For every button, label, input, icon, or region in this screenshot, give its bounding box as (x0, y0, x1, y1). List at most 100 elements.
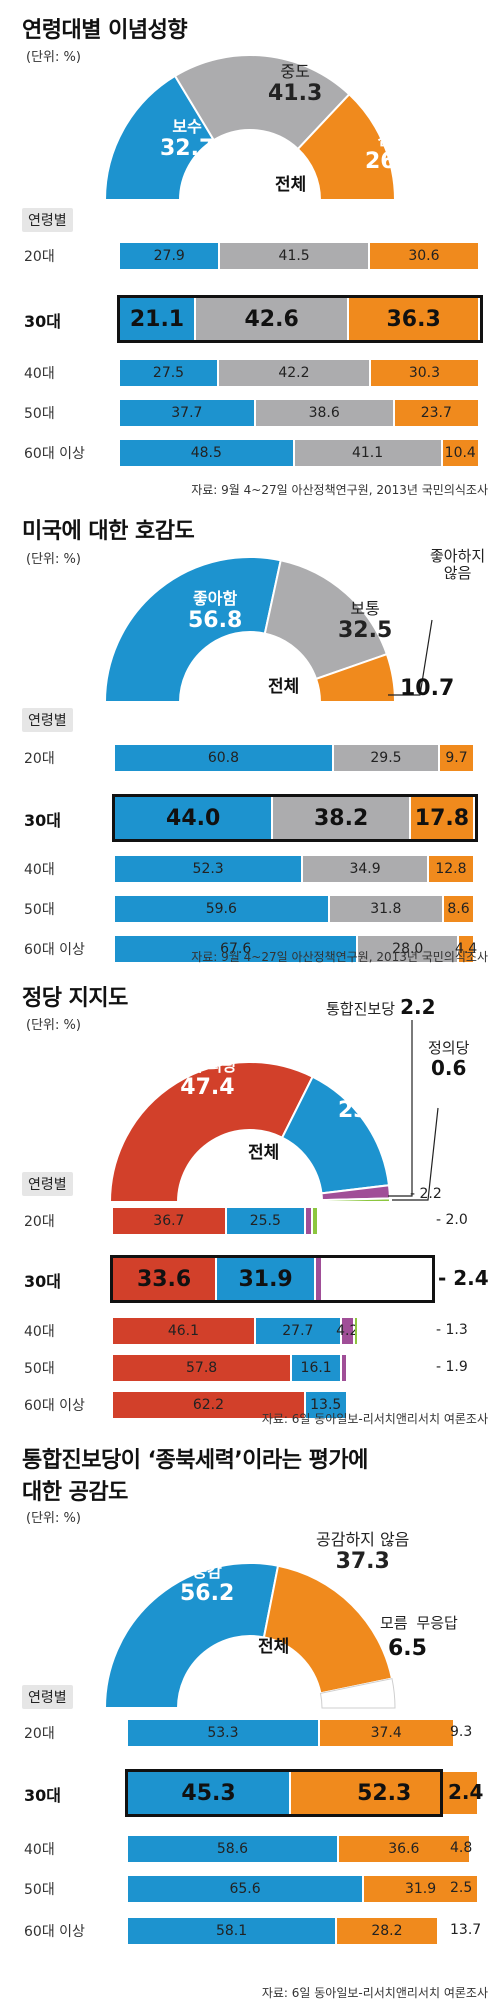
highlight-box (112, 794, 478, 842)
bar-segment: 31.9 (217, 1258, 317, 1300)
bar-segment: 10.4 (442, 440, 480, 466)
bar-segment: 36.7 (113, 1208, 227, 1234)
age-group-tag: 연령별 (22, 208, 73, 232)
bar-segment: 34.9 (303, 856, 429, 882)
bar-segment: 48.5 (120, 440, 295, 466)
bar-segment: 60.8 (115, 745, 334, 771)
leader-line-justice (392, 1107, 439, 1201)
donut-label-like: 좋아함 56.8 (188, 589, 243, 634)
outside-value-label: - 1.9 (436, 1359, 468, 1375)
bar-segment (312, 1208, 319, 1234)
row-label: 40대 (24, 862, 55, 878)
row-label: 20대 (24, 751, 55, 767)
donut-label-dislike-name: 좋아하지 않음 (430, 547, 486, 583)
half-donut-chart (103, 54, 397, 201)
unit-label: (단위: %) (26, 1511, 81, 1526)
donut-slice-saenuri (108, 1061, 314, 1203)
bar-segment: 53.3 (128, 1720, 320, 1746)
leader-line-dislike (388, 619, 433, 696)
bar-segment: 33.6 (113, 1258, 218, 1300)
bar-segment: 45.3 (128, 1772, 292, 1814)
row-label: 40대 (24, 1842, 55, 1858)
chart-title: 미국에 대한 호감도 (22, 519, 195, 544)
highlight-box (117, 295, 483, 343)
half-donut-chart (103, 556, 433, 703)
bar-segment: 30.6 (369, 243, 480, 269)
chart-title-line2: 대한 공감도 (22, 1480, 128, 1505)
row-label: 50대 (24, 406, 55, 422)
bar-segment: 12.8 (428, 856, 475, 882)
row-label: 20대 (24, 1214, 55, 1230)
bar-segment: 17.8 (410, 797, 475, 839)
age-group-tag: 연령별 (22, 708, 73, 732)
bar-segment (342, 1355, 348, 1381)
bar-segment: 37.7 (120, 400, 256, 426)
bar-segment (455, 1720, 488, 1746)
row-label: 60대 이상 (24, 446, 85, 462)
outside-value-label: 13.7 (450, 1922, 482, 1938)
leader-line-unified-progressive (388, 1020, 413, 1197)
source-note: 자료: 6일 동아일보-리서치앤리서치 여론조사 (261, 1986, 488, 2000)
row-label: 20대 (24, 1726, 55, 1742)
bar-segment: 62.2 (113, 1392, 306, 1418)
bar-segment: 27.7 (255, 1318, 342, 1344)
donut-label-justice: 정의당 0.6 (428, 1039, 470, 1081)
bar-segment: 42.2 (219, 360, 371, 386)
bar-segment: 58.1 (128, 1918, 338, 1944)
row-label: 40대 (24, 366, 55, 382)
bar-segment: 25.5 (226, 1208, 306, 1234)
bar-segment: 41.5 (220, 243, 370, 269)
donut-label-unknown-name: 모름 무응답 (380, 1614, 458, 1632)
bar-segment: 27.9 (120, 243, 221, 269)
outside-value-label: 4.8 (450, 1840, 473, 1856)
row-label: 30대 (24, 1786, 61, 1805)
outside-value-label: - 1.3 (436, 1322, 468, 1338)
donut-slice-like (103, 556, 282, 703)
bar-segment: 21.1 (120, 298, 196, 340)
donut-center-label: 전체 (258, 1637, 290, 1657)
bar-segment: 38.2 (273, 797, 411, 839)
chart-us-favorability: 미국에 대한 호감도 (단위: %) 좋아함 56.8 보통 32.5 좋아하지… (0, 0, 500, 980)
donut-label-disagree: 공감하지 않음 37.3 (316, 1530, 410, 1575)
bar-segment: 30.3 (370, 360, 480, 386)
donut-label-democratic: 민주당 23.0 (338, 1079, 393, 1124)
bar-segment: 31.9 (364, 1876, 479, 1902)
row-label: 50대 (24, 1882, 55, 1898)
row-label: 20대 (24, 249, 55, 265)
bar-segment (305, 1208, 313, 1234)
bar-segment: 28.0 (358, 936, 460, 962)
bar-segment: 44.0 (115, 797, 274, 839)
bar-segment (316, 1258, 324, 1300)
row-label: 60대 이상 (24, 942, 85, 958)
row-label: 40대 (24, 1324, 55, 1340)
bar-segment: 29.5 (333, 745, 441, 771)
donut-label-dislike-value: 10.7 (400, 676, 455, 701)
bar-segment: 67.6 (115, 936, 359, 962)
bar-segment: 4.2 (336, 1318, 358, 1344)
highlight-box (125, 1769, 443, 1817)
bar-segment: 16.1 (292, 1355, 343, 1381)
age-group-tag: 연령별 (22, 1172, 73, 1196)
chart-title: 정당 지지도 (22, 986, 128, 1011)
outside-value-label: - 2.2 (410, 1186, 442, 1202)
outside-value-label: 2.5 (450, 1880, 473, 1896)
source-note: 자료: 9월 4~27일 아산정책연구원, 2013년 국민의식조사 (191, 950, 488, 964)
bar-segment (354, 1318, 359, 1344)
bar-segment: 8.6 (444, 896, 475, 922)
highlight-box (110, 1255, 435, 1303)
donut-label-progressive: 진보 26.0 (365, 130, 420, 175)
chart-title-line1: 통합진보당이 ‘종북세력’이라는 평가에 (22, 1448, 368, 1473)
half-donut-chart (103, 1562, 397, 1709)
bar-segment: 31.8 (329, 896, 445, 922)
donut-slice-agree (103, 1562, 280, 1709)
bar-segment: 52.3 (291, 1772, 480, 1814)
bar-segment: 59.6 (115, 896, 330, 922)
unit-label: (단위: %) (26, 1018, 81, 1033)
bar-segment: 27.5 (120, 360, 219, 386)
outside-value-label: - 2.0 (436, 1212, 468, 1228)
donut-label-moderate: 중도 41.3 (268, 62, 323, 107)
bar-segment: 65.6 (128, 1876, 365, 1902)
donut-label-agree: 공감 56.2 (180, 1562, 235, 1607)
bar-segment: 57.8 (113, 1355, 293, 1381)
